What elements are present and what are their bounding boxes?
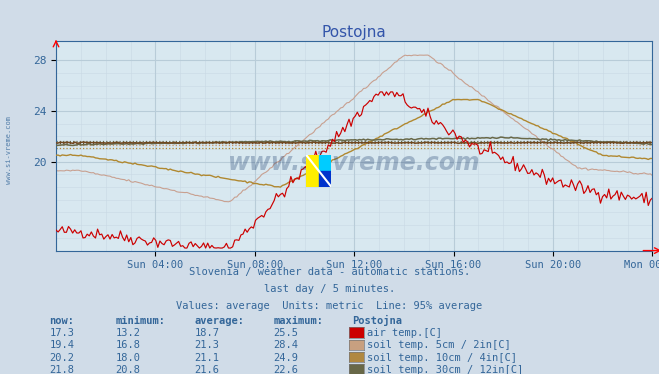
Text: 21.8: 21.8: [49, 365, 74, 374]
Text: 18.0: 18.0: [115, 353, 140, 362]
Text: 17.3: 17.3: [49, 328, 74, 338]
Text: www.si-vreme.com: www.si-vreme.com: [228, 151, 480, 175]
Text: Values: average  Units: metric  Line: 95% average: Values: average Units: metric Line: 95% …: [177, 301, 482, 310]
Text: 25.5: 25.5: [273, 328, 299, 338]
Text: 22.6: 22.6: [273, 365, 299, 374]
Text: 20.8: 20.8: [115, 365, 140, 374]
Text: 28.4: 28.4: [273, 340, 299, 350]
Text: now:: now:: [49, 316, 74, 325]
Polygon shape: [306, 155, 319, 187]
Text: 13.2: 13.2: [115, 328, 140, 338]
Text: soil temp. 30cm / 12in[C]: soil temp. 30cm / 12in[C]: [367, 365, 523, 374]
Text: 18.7: 18.7: [194, 328, 219, 338]
Text: 24.9: 24.9: [273, 353, 299, 362]
Text: 21.1: 21.1: [194, 353, 219, 362]
Text: soil temp. 5cm / 2in[C]: soil temp. 5cm / 2in[C]: [367, 340, 511, 350]
Text: 21.3: 21.3: [194, 340, 219, 350]
Text: last day / 5 minutes.: last day / 5 minutes.: [264, 284, 395, 294]
Text: minimum:: minimum:: [115, 316, 165, 325]
Text: maximum:: maximum:: [273, 316, 324, 325]
Polygon shape: [319, 155, 331, 171]
Text: average:: average:: [194, 316, 244, 325]
Text: www.si-vreme.com: www.si-vreme.com: [5, 116, 12, 184]
Text: 16.8: 16.8: [115, 340, 140, 350]
Text: Postojna: Postojna: [353, 315, 403, 325]
Text: Slovenia / weather data - automatic stations.: Slovenia / weather data - automatic stat…: [189, 267, 470, 277]
Polygon shape: [319, 171, 331, 187]
Text: air temp.[C]: air temp.[C]: [367, 328, 442, 338]
Text: soil temp. 10cm / 4in[C]: soil temp. 10cm / 4in[C]: [367, 353, 517, 362]
Text: 21.6: 21.6: [194, 365, 219, 374]
Text: 20.2: 20.2: [49, 353, 74, 362]
Text: 19.4: 19.4: [49, 340, 74, 350]
Title: Postojna: Postojna: [322, 25, 387, 40]
